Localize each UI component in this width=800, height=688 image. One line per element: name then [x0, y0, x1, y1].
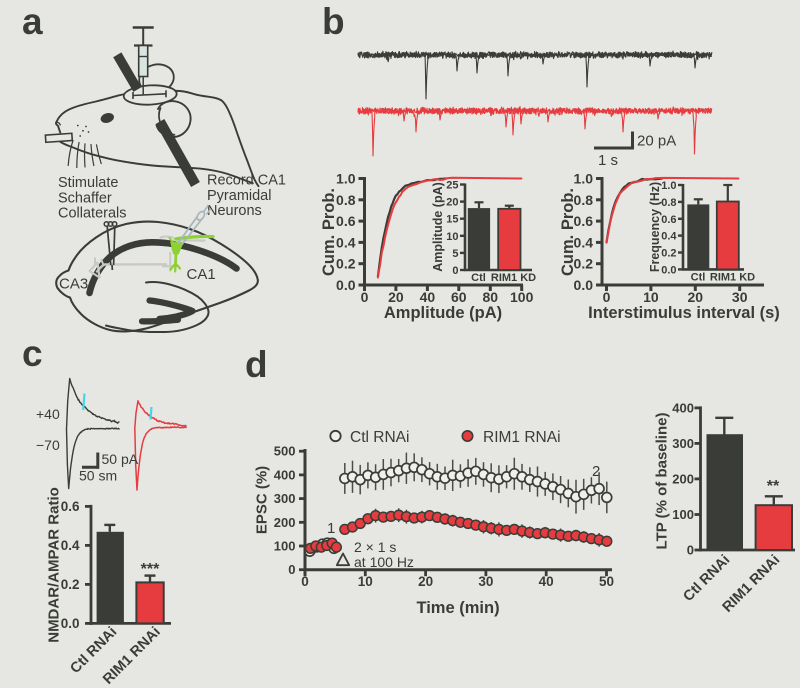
svg-text:0.6: 0.6 — [661, 214, 676, 226]
svg-text:0: 0 — [361, 289, 369, 305]
svg-text:EPSC (%): EPSC (%) — [254, 466, 271, 534]
svg-text:Ctl: Ctl — [691, 272, 706, 284]
svg-text:***: *** — [141, 561, 160, 578]
svg-text:0: 0 — [687, 543, 694, 558]
svg-text:Record CA1: Record CA1 — [207, 173, 286, 189]
svg-text:0.8: 0.8 — [661, 197, 676, 209]
svg-text:0.2: 0.2 — [661, 248, 676, 260]
svg-text:100: 100 — [510, 289, 534, 305]
svg-text:CA3: CA3 — [59, 276, 88, 293]
svg-text:20 pA: 20 pA — [637, 133, 676, 150]
svg-text:30: 30 — [732, 289, 748, 305]
svg-text:NMDAR/AMPAR Ratio: NMDAR/AMPAR Ratio — [46, 487, 63, 643]
svg-text:50 sm: 50 sm — [79, 468, 117, 484]
svg-text:5: 5 — [452, 248, 458, 260]
svg-text:10: 10 — [446, 231, 458, 243]
svg-text:0.0: 0.0 — [336, 277, 356, 293]
svg-text:0.4: 0.4 — [574, 234, 594, 250]
svg-text:Neurons: Neurons — [207, 203, 262, 219]
svg-text:300: 300 — [672, 436, 694, 451]
svg-text:at 100 Hz: at 100 Hz — [354, 554, 414, 570]
svg-text:400: 400 — [274, 467, 296, 482]
svg-text:1.0: 1.0 — [661, 180, 676, 192]
svg-text:0.0: 0.0 — [574, 277, 594, 293]
svg-text:Frequency (Hz): Frequency (Hz) — [648, 182, 662, 272]
svg-text:1.0: 1.0 — [336, 171, 356, 187]
svg-text:0.6: 0.6 — [336, 213, 356, 229]
svg-text:Pyramidal: Pyramidal — [207, 188, 271, 204]
svg-text:0.0: 0.0 — [61, 616, 80, 631]
svg-text:1: 1 — [327, 520, 335, 537]
svg-text:Schaffer: Schaffer — [58, 190, 112, 206]
svg-text:300: 300 — [274, 491, 296, 506]
svg-text:Ctl RNAi: Ctl RNAi — [350, 429, 409, 446]
svg-text:2: 2 — [592, 463, 600, 480]
svg-text:Cum. Prob.: Cum. Prob. — [320, 188, 338, 276]
svg-text:c: c — [22, 333, 43, 374]
svg-text:40: 40 — [420, 289, 436, 305]
svg-text:0: 0 — [288, 562, 295, 577]
svg-text:0.6: 0.6 — [61, 499, 80, 514]
svg-text:0: 0 — [603, 289, 611, 305]
svg-text:0: 0 — [452, 265, 458, 277]
svg-text:0.2: 0.2 — [61, 577, 80, 592]
svg-text:a: a — [22, 1, 43, 42]
svg-text:Ctl: Ctl — [471, 272, 486, 284]
svg-text:20: 20 — [388, 289, 404, 305]
svg-text:+40: +40 — [36, 406, 60, 422]
svg-text:15: 15 — [446, 214, 458, 226]
svg-text:Amplitude (pA): Amplitude (pA) — [431, 182, 445, 272]
svg-text:0.6: 0.6 — [574, 213, 594, 229]
svg-text:RIM1 RNAi: RIM1 RNAi — [483, 429, 561, 446]
svg-text:25: 25 — [446, 180, 458, 192]
svg-text:50 pA: 50 pA — [102, 451, 139, 467]
svg-text:0.4: 0.4 — [661, 231, 677, 243]
svg-text:0.8: 0.8 — [574, 192, 594, 208]
svg-text:CA1: CA1 — [187, 266, 216, 283]
svg-text:0.4: 0.4 — [61, 538, 80, 553]
svg-text:Amplitude (pA): Amplitude (pA) — [384, 304, 502, 322]
svg-text:500: 500 — [274, 444, 296, 459]
svg-text:80: 80 — [482, 289, 498, 305]
svg-text:200: 200 — [274, 515, 296, 530]
svg-text:1 s: 1 s — [598, 152, 618, 169]
svg-text:LTP (% of baseline): LTP (% of baseline) — [654, 413, 671, 550]
svg-text:0.2: 0.2 — [336, 256, 356, 272]
svg-text:Interstimulus interval (s): Interstimulus interval (s) — [588, 304, 780, 322]
svg-text:Time (min): Time (min) — [416, 599, 499, 617]
svg-text:10: 10 — [643, 289, 659, 305]
svg-text:400: 400 — [672, 400, 694, 415]
svg-text:2 × 1 s: 2 × 1 s — [354, 539, 396, 555]
svg-text:0.0: 0.0 — [661, 264, 676, 276]
svg-text:RIM1 KD: RIM1 KD — [491, 272, 536, 284]
svg-text:0.8: 0.8 — [336, 192, 356, 208]
svg-text:200: 200 — [672, 471, 694, 486]
svg-text:20: 20 — [688, 289, 704, 305]
svg-text:d: d — [245, 344, 268, 385]
svg-text:40: 40 — [539, 574, 554, 589]
svg-text:10: 10 — [358, 574, 373, 589]
svg-text:RIM1 KD: RIM1 KD — [710, 272, 755, 284]
svg-text:20: 20 — [418, 574, 433, 589]
svg-text:−70: −70 — [36, 437, 60, 453]
svg-text:100: 100 — [274, 539, 296, 554]
svg-text:0.4: 0.4 — [336, 234, 356, 250]
svg-text:b: b — [322, 1, 345, 42]
svg-text:30: 30 — [478, 574, 493, 589]
svg-text:**: ** — [767, 478, 780, 495]
svg-text:Cum. Prob.: Cum. Prob. — [559, 188, 577, 276]
svg-text:0.2: 0.2 — [574, 256, 594, 272]
svg-text:0: 0 — [301, 574, 309, 589]
svg-text:60: 60 — [451, 289, 467, 305]
svg-text:Collaterals: Collaterals — [58, 206, 127, 222]
svg-text:1.0: 1.0 — [574, 171, 594, 187]
svg-text:20: 20 — [446, 197, 458, 209]
svg-text:Stimulate: Stimulate — [58, 175, 118, 191]
svg-text:50: 50 — [599, 574, 614, 589]
svg-text:100: 100 — [672, 507, 694, 522]
